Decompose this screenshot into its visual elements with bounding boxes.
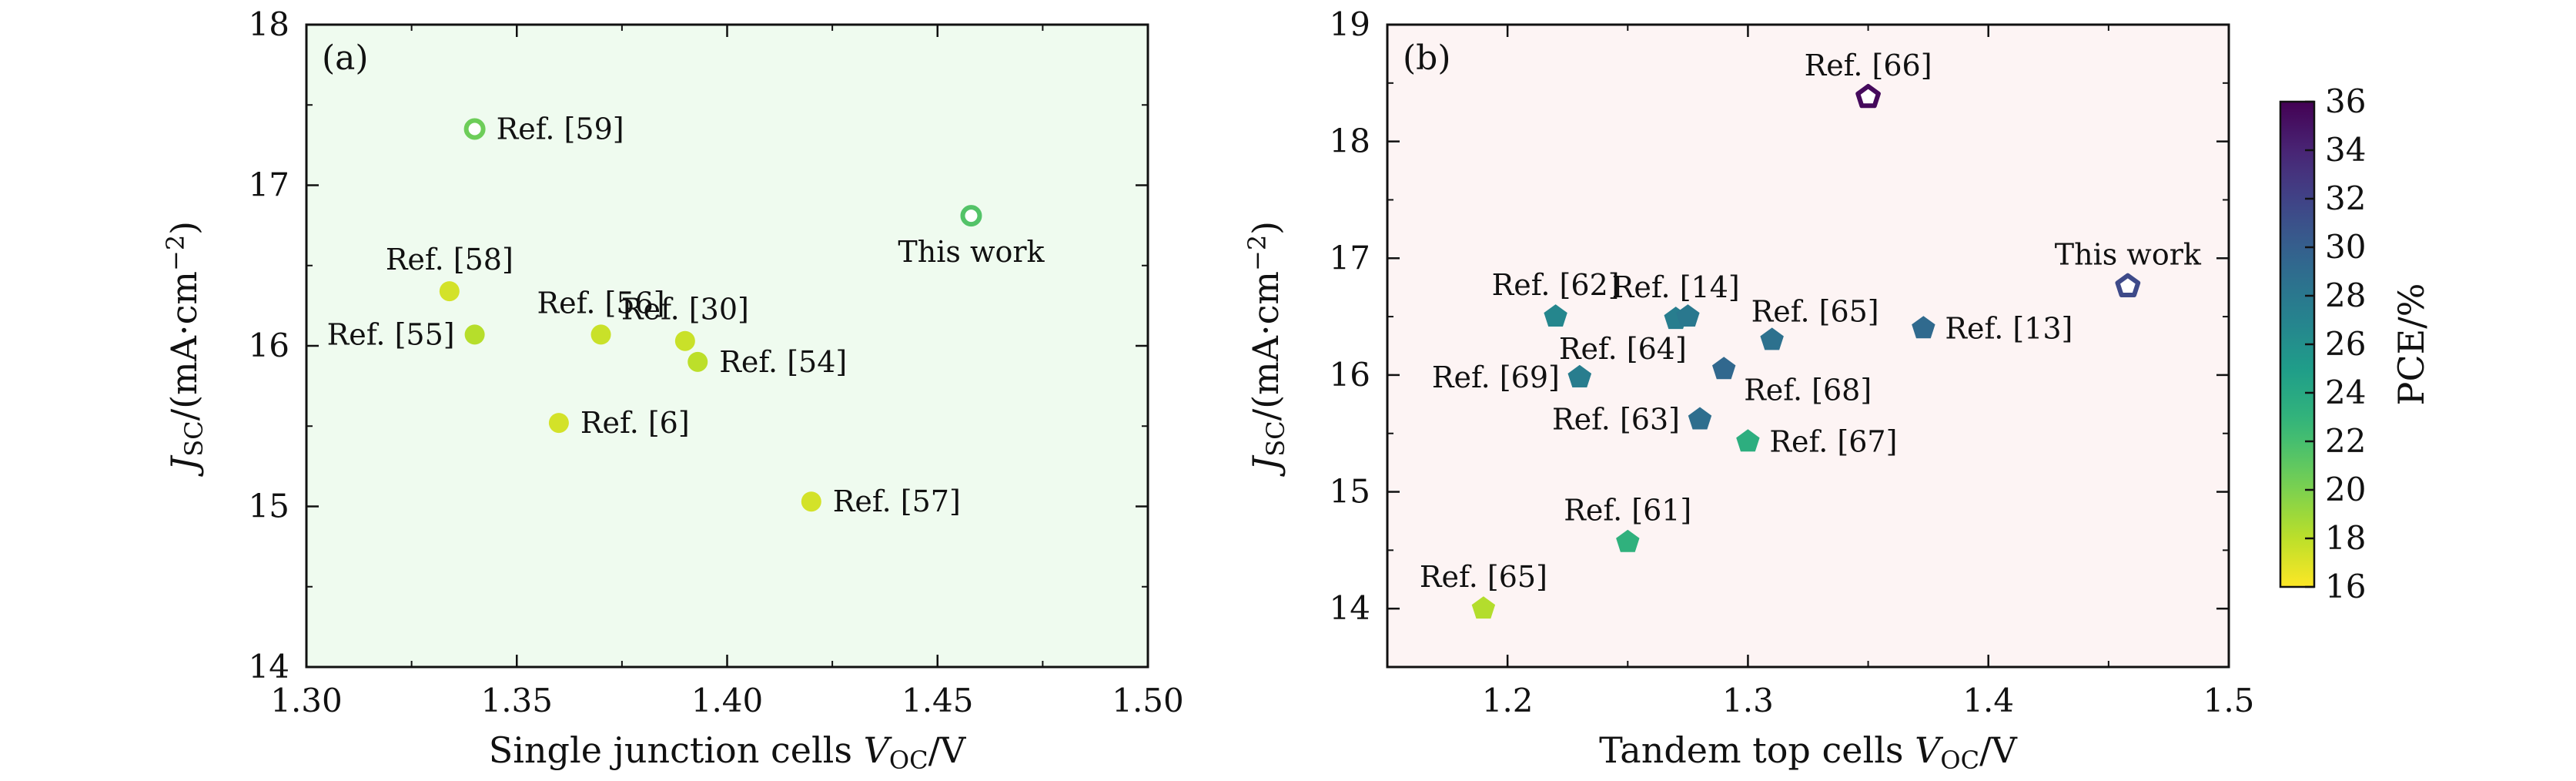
marker-ref-13-6 (1912, 316, 1935, 339)
marker-ref-63-10 (1688, 407, 1712, 430)
colorbar-label: PCE/% (2390, 283, 2432, 406)
marker-ref-30-5 (674, 330, 695, 351)
label-ref-59-0: Ref. [59] (497, 112, 624, 146)
marker-ref-56-4 (590, 324, 611, 345)
x-axis-title: Tandem top cells VOC/V (1599, 729, 2017, 775)
label-ref-62-2: Ref. [62] (1492, 268, 1620, 302)
y-tick-label: 16 (249, 327, 289, 364)
marker-ref-59-0 (463, 118, 486, 140)
x-tick-label: 1.45 (902, 682, 974, 719)
label-ref-66-0: Ref. [66] (1805, 49, 1932, 82)
panel-a: 1.30 1.35 1.40 1.45 1.50 14 15 16 17 18 (a) Single … (161, 5, 1184, 775)
label-ref-55-3: Ref. [55] (327, 317, 455, 351)
marker-ref-65-13 (1471, 596, 1496, 619)
x-tick-label: 1.35 (480, 682, 553, 719)
marker-ref-65-5 (1760, 327, 1784, 350)
x-tick-label: 1.2 (1482, 682, 1534, 719)
marker-this-work-1 (2115, 273, 2141, 297)
label-this-work-1: This work (898, 235, 1045, 269)
y-axis-title: JSC/(mA·cm−2) (161, 221, 209, 477)
label-ref-63-10: Ref. [63] (1552, 403, 1680, 437)
colorbar-tick-label: 20 (2325, 471, 2366, 508)
y-tick-label: 18 (249, 5, 289, 43)
colorbar-tick-label: 36 (2325, 82, 2366, 120)
plot-frame (305, 23, 1149, 669)
colorbar-tick-label: 26 (2325, 325, 2366, 363)
marker-this-work-1 (960, 205, 982, 227)
y-tick-label: 19 (1330, 5, 1370, 43)
label-ref-30-5: Ref. [30] (621, 293, 749, 327)
marker-ref-55-3 (464, 324, 485, 345)
y-axis-title: JSC/(mA·cm−2) (1243, 221, 1290, 477)
colorbar-tick-label: 28 (2325, 277, 2366, 314)
colorbar-tick-label: 34 (2325, 131, 2366, 169)
marker-ref-57-8 (801, 491, 821, 512)
x-tick-label: 1.3 (1722, 682, 1774, 719)
marker-ref-67-11 (1736, 429, 1760, 452)
x-tick-label: 1.40 (691, 682, 764, 719)
colorbar-tick-label: 32 (2325, 179, 2366, 217)
marker-ref-58-2 (439, 281, 460, 302)
marker-ref-61-12 (1616, 529, 1640, 552)
colorbar-tick-label: 30 (2325, 228, 2366, 266)
label-ref-65-5: Ref. [65] (1751, 294, 1879, 328)
x-axis-title: Single junction cells VOC/V (489, 729, 966, 775)
plot-area (1387, 25, 2229, 667)
label-ref-61-12: Ref. [61] (1564, 494, 1691, 528)
panel-label: (b) (1403, 39, 1451, 78)
label-ref-68-9: Ref. [68] (1744, 373, 1872, 407)
y-tick-label: 15 (1330, 473, 1370, 511)
y-tick-label: 17 (249, 166, 289, 204)
x-tick-label: 1.4 (1962, 682, 2014, 719)
y-tick-label: 14 (1330, 589, 1370, 627)
marker-ref-54-6 (687, 351, 708, 372)
colorbar-tick-label: 18 (2325, 519, 2366, 557)
colorbar-tick-label: 22 (2325, 422, 2366, 460)
marker-ref-62-2 (1544, 304, 1567, 327)
plot-frame (1386, 23, 2230, 669)
label-ref-69-8: Ref. [69] (1432, 360, 1560, 394)
label-ref-14-3: Ref. [14] (1612, 270, 1740, 304)
plot-area (306, 25, 1148, 667)
panel-label: (a) (322, 39, 369, 78)
y-tick-label: 15 (249, 488, 289, 525)
label-ref-57-8: Ref. [57] (833, 484, 961, 518)
x-tick-label: 1.30 (270, 682, 343, 719)
label-ref-13-6: Ref. [13] (1945, 311, 2073, 345)
marker-ref-68-9 (1712, 357, 1736, 380)
colorbar-tick-label: 16 (2325, 568, 2366, 605)
y-tick-label: 17 (1330, 239, 1370, 277)
label-ref-58-2: Ref. [58] (386, 243, 514, 277)
label-ref-65-13: Ref. [65] (1420, 560, 1547, 594)
label-ref-67-11: Ref. [67] (1769, 424, 1897, 458)
colorbar-tick-label: 24 (2325, 374, 2366, 411)
y-tick-label: 14 (249, 648, 289, 685)
label-this-work-1: This work (2055, 238, 2202, 272)
marker-ref-69-8 (1567, 364, 1591, 387)
y-tick-label: 16 (1330, 356, 1370, 394)
label-ref-54-6: Ref. [54] (719, 345, 847, 379)
x-tick-label: 1.5 (2203, 682, 2255, 719)
colorbar: 16 18 20 22 24 26 28 30 32 34 36 PCE/% (2279, 82, 2432, 605)
marker-unlabeled-4 (1676, 304, 1700, 327)
y-tick-label: 18 (1330, 122, 1370, 160)
x-tick-label: 1.50 (1112, 682, 1184, 719)
panel-b: 1.2 1.3 1.4 1.5 14 15 16 17 18 19 (b) Tandem top ce… (1243, 5, 2254, 775)
marker-ref-6-7 (548, 413, 569, 434)
label-ref-6-7: Ref. [6] (580, 406, 690, 440)
label-ref-56-4: Ref. [56] (537, 286, 665, 320)
marker-ref-66-0 (1855, 84, 1881, 109)
label-ref-64-7: Ref. [64] (1559, 332, 1687, 366)
